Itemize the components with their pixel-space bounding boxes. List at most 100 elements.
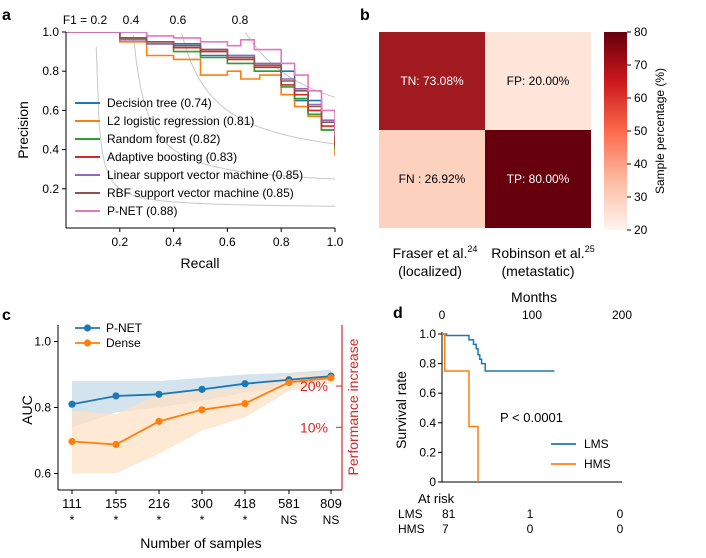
confidence-bands	[72, 369, 331, 474]
column-label-1-name: Robinson et al.	[491, 245, 584, 261]
f1-contour-0	[95, 46, 335, 207]
colorbar-tick-label-4: 60	[634, 91, 648, 105]
x-tick-label-c-6: 809	[320, 496, 342, 511]
performance-tick-label-0: 20%	[300, 378, 328, 394]
auc-point-1-5	[285, 378, 293, 387]
column-label-1: Robinson et al.25 (metastatic)	[491, 244, 594, 279]
x-tick-label-a-3: 0.8	[273, 235, 290, 249]
significance-label-5: NS	[281, 513, 298, 527]
performance-axis-label: Performance increase	[345, 338, 361, 475]
auc-point-1-4	[241, 399, 249, 408]
x-tick-label-c-2: 216	[148, 496, 170, 511]
significance-label-2: *	[157, 513, 162, 527]
column-sublabel-0: (localized)	[398, 263, 462, 279]
legend-label-d-1: HMS	[584, 457, 611, 471]
x-axis-label-a: Recall	[181, 255, 220, 271]
column-label-0: Fraser et al.24 (localized)	[393, 244, 478, 279]
at-risk-count-0-0: 81	[442, 507, 456, 521]
column-label-0-name: Fraser et al.	[393, 245, 468, 261]
colorbar-tick-label-5: 70	[634, 58, 648, 72]
panel-b: b TN: 73.08% FP: 20.00% FN : 26.92% TP: 80.…	[360, 7, 667, 279]
top-tick-label-d-0: 0	[439, 308, 446, 322]
svg-text:Robinson et al.25: Robinson et al.25	[491, 244, 594, 261]
legend-marker-c-1	[83, 339, 92, 347]
colorbar-tick-label-1: 30	[634, 190, 648, 204]
legend-d: LMS HMS	[551, 437, 611, 471]
y-tick-label-a-3: 0.8	[42, 64, 59, 78]
f1-contour-2	[181, 32, 335, 145]
panel-d: d Months 0 100 200 00.20.40.60.81.0 Surviv…	[393, 289, 632, 536]
pr-curve-6	[66, 32, 335, 136]
y-tick-label-a-0: 0.2	[42, 182, 59, 196]
f1-contour-1	[133, 35, 335, 180]
f1-contours	[95, 32, 335, 207]
auc-point-0-4	[241, 380, 249, 388]
auc-point-0-0	[68, 400, 76, 408]
at-risk-title: At risk	[418, 491, 455, 506]
y-tick-label-d-2: 0.4	[419, 416, 436, 430]
auc-point-0-1	[112, 392, 120, 400]
survival-curve-0	[442, 333, 555, 372]
top-axis-label-d: Months	[511, 289, 557, 305]
x-axis-label-c: Number of samples	[140, 535, 261, 551]
legend-a: Decision tree (0.74) L2 logistic regressi…	[75, 96, 303, 218]
significance-label-1: *	[114, 513, 119, 527]
colorbar-tick-label-0: 20	[634, 223, 648, 237]
y-axis-label-c: AUC	[19, 395, 35, 425]
legend-label-a-6: P-NET (0.88)	[107, 204, 177, 218]
auc-curves	[68, 372, 335, 449]
top-tick-label-d-1: 100	[522, 308, 542, 322]
top-ticks-d: 0 100 200	[439, 308, 633, 322]
legend-label-c-1: Dense	[106, 336, 141, 350]
significance-label-4: *	[243, 513, 248, 527]
column-sublabel-1: (metastatic)	[501, 263, 574, 279]
band-1	[72, 372, 331, 474]
x-ticks-c: 111 * 155 * 216 * 300 * 418 * 581 NS 809 NS	[62, 490, 342, 527]
matrix-cell-label-2: FN : 26.92%	[399, 172, 466, 186]
matrix-cell-2	[379, 130, 485, 228]
colorbar-label: Sample percentage (%)	[653, 68, 667, 194]
colorbar-tick-label-2: 40	[634, 157, 648, 171]
auc-point-1-0	[68, 437, 76, 446]
auc-point-1-3	[198, 406, 206, 414]
legend-label-d-0: LMS	[584, 437, 609, 451]
survival-curve-1	[442, 333, 479, 482]
legend-label-a-3: Adaptive boosting (0.83)	[107, 150, 237, 164]
auc-point-0-3	[198, 385, 206, 393]
at-risk-row-label-0: LMS	[398, 507, 423, 521]
significance-label-3: *	[200, 513, 205, 527]
svg-text:Fraser et al.24: Fraser et al.24	[393, 244, 478, 261]
panel-label-d: d	[393, 305, 403, 322]
y-ticks-a: 0.2 0.4 0.6 0.8 1.0	[42, 25, 66, 196]
f1-label-2: 0.6	[170, 13, 187, 27]
at-risk-count-0-2: 0	[617, 507, 624, 521]
y-axis-label-a: Precision	[15, 101, 31, 159]
colorbar-tick-label-3: 50	[634, 124, 648, 138]
y-tick-label-a-4: 1.0	[42, 25, 59, 39]
f1-label-1: 0.4	[123, 13, 140, 27]
y-tick-label-d-0: 0	[429, 475, 436, 489]
column-label-0-sup: 24	[467, 244, 477, 254]
x-tick-label-c-1: 155	[105, 496, 127, 511]
panel-c: c 0.6 0.8 1.0 20% 10% 111 * 155 * 216 * 300 * 418 * 5…	[2, 307, 361, 551]
pr-curve-5	[66, 32, 335, 142]
matrix-cell-label-1: FP: 20.00%	[507, 74, 570, 88]
x-tick-label-c-5: 581	[278, 496, 300, 511]
x-tick-label-c-4: 418	[234, 496, 256, 511]
legend-marker-c-0	[83, 324, 92, 332]
y-tick-label-d-5: 1.0	[419, 327, 436, 341]
panel-label-b: b	[360, 7, 370, 24]
at-risk-count-1-0: 7	[442, 522, 449, 536]
confusion-matrix: TN: 73.08% FP: 20.00% FN : 26.92% TP: 80.00…	[379, 32, 591, 228]
auc-point-1-1	[112, 440, 120, 449]
auc-point-1-6	[327, 374, 335, 382]
y-tick-label-a-1: 0.4	[42, 143, 59, 157]
y-tick-label-a-2: 0.6	[42, 103, 59, 117]
y-ticks-c: 0.6 0.8 1.0	[34, 335, 58, 481]
x-tick-label-a-4: 1.0	[327, 235, 344, 249]
x-tick-label-a-1: 0.4	[165, 235, 182, 249]
matrix-cell-label-0: TN: 73.08%	[400, 74, 464, 88]
